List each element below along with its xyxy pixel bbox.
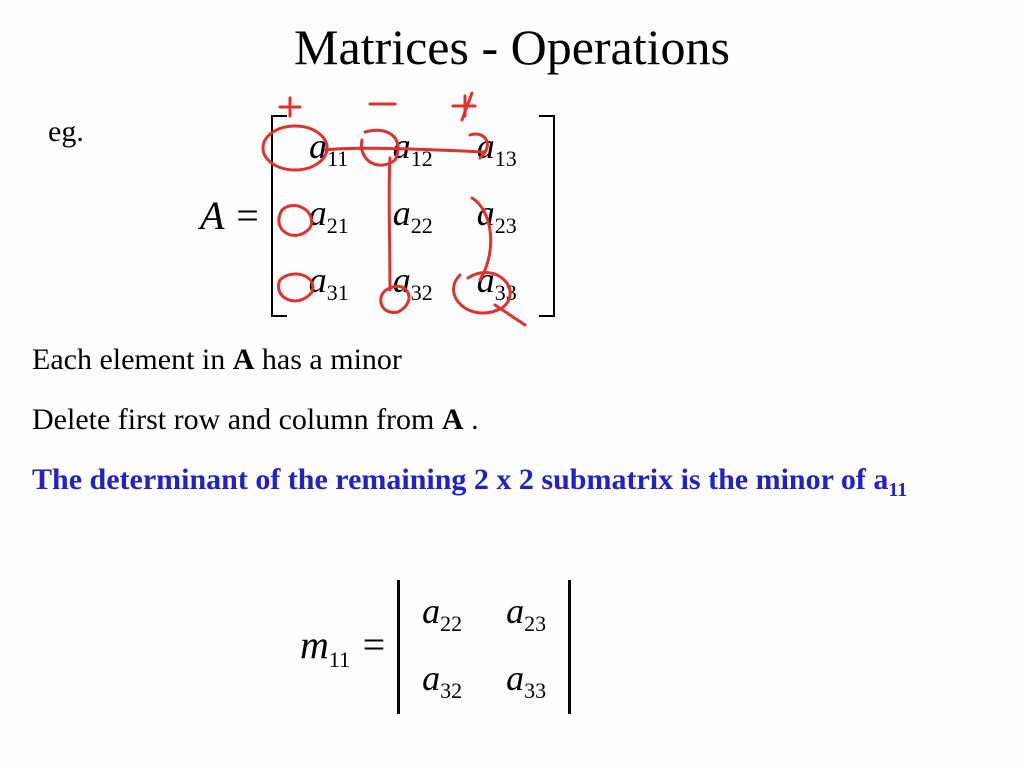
eg-label: eg. (48, 115, 84, 149)
line-1: Each element in A has a minor (32, 340, 402, 381)
matrix-a-table: a11 a12 a13 a21 a22 a23 a31 a32 a33 (287, 115, 539, 317)
line-2: Delete first row and column from A . (32, 400, 479, 441)
minor-m11: m11 = a22 a23 a32 a33 (300, 580, 571, 714)
right-bracket (539, 115, 555, 317)
matrix-a-lhs: A = (200, 192, 261, 239)
det-bar-right (568, 580, 571, 714)
line-3: The determinant of the remaining 2 x 2 s… (32, 460, 907, 504)
slide-title: Matrices - Operations (0, 0, 1024, 76)
minor-table: a22 a23 a32 a33 (400, 580, 568, 714)
minor-lhs: m11 = (300, 621, 387, 673)
matrix-a: A = a11 a12 a13 a21 a22 a23 a31 a32 a33 (200, 115, 555, 317)
left-bracket (271, 115, 287, 317)
